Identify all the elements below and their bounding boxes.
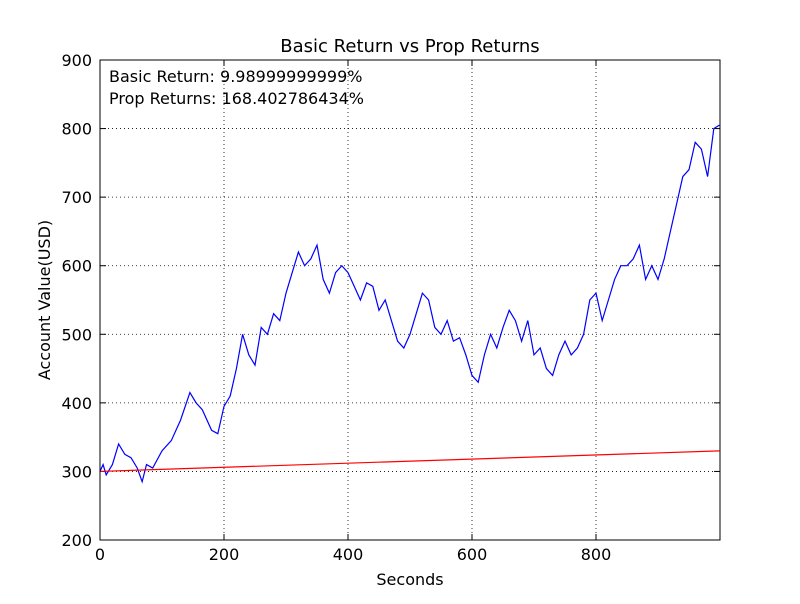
x-tick-label: 0	[95, 545, 105, 564]
x-axis-label: Seconds	[376, 570, 443, 589]
y-tick-label: 400	[61, 394, 92, 413]
annotation: Prop Returns: 168.402786434%	[109, 89, 364, 108]
y-tick-label: 300	[61, 462, 92, 481]
plot-frame	[99, 59, 721, 541]
x-tick-label: 800	[581, 545, 612, 564]
data-line	[99, 450, 720, 473]
x-tick-label: 200	[209, 545, 240, 564]
y-tick-label: 900	[61, 51, 92, 70]
y-tick-label: 600	[61, 257, 92, 276]
y-tick-label: 200	[61, 531, 92, 550]
y-tick-label: 800	[61, 120, 92, 139]
data-line	[99, 124, 720, 484]
x-tick-label: 600	[457, 545, 488, 564]
y-tick-label: 500	[61, 325, 92, 344]
x-tick-label: 400	[333, 545, 364, 564]
y-axis-label: Account Value(USD)	[35, 220, 54, 380]
chart-title: Basic Return vs Prop Returns	[280, 36, 539, 57]
y-tick-label: 700	[61, 188, 92, 207]
annotation: Basic Return: 9.98999999999%	[109, 67, 362, 86]
